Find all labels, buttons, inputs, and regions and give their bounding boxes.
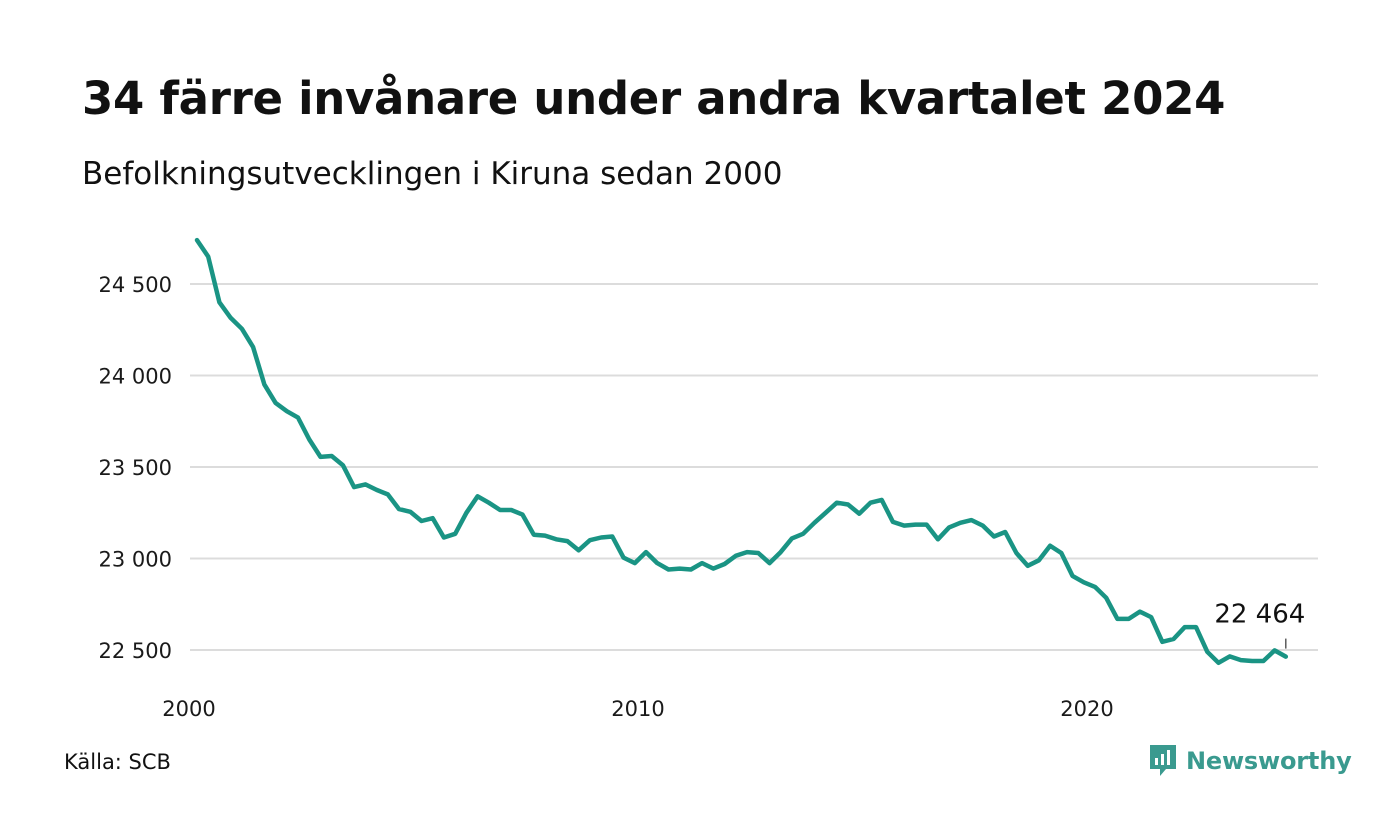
y-tick-label: 24 000 [99,365,172,389]
y-tick-label: 22 500 [99,639,172,663]
y-tick-label: 24 500 [99,273,172,297]
population-line [194,237,1289,666]
gridlines [190,283,1318,651]
x-tick-label: 2000 [162,697,215,721]
y-axis-tick-labels: 24 500 24 000 23 500 23 000 22 500 [99,273,172,663]
newsworthy-logo-icon [1150,745,1176,776]
x-tick-label: 2010 [611,697,664,721]
y-tick-label: 23 500 [99,456,172,480]
end-value-label: 22 464 [1214,600,1305,630]
brand-name: Newsworthy [1186,747,1352,775]
x-axis-tick-labels: 2000 2010 2020 [162,697,1113,721]
x-tick-label: 2020 [1060,697,1113,721]
source-note: Källa: SCB [64,750,171,774]
chart-subtitle: Befolkningsutvecklingen i Kiruna sedan 2… [82,156,783,192]
y-tick-label: 23 000 [99,548,172,572]
brand-logo: Newsworthy [1148,743,1352,779]
chart-title: 34 färre invånare under andra kvartalet … [82,72,1226,125]
